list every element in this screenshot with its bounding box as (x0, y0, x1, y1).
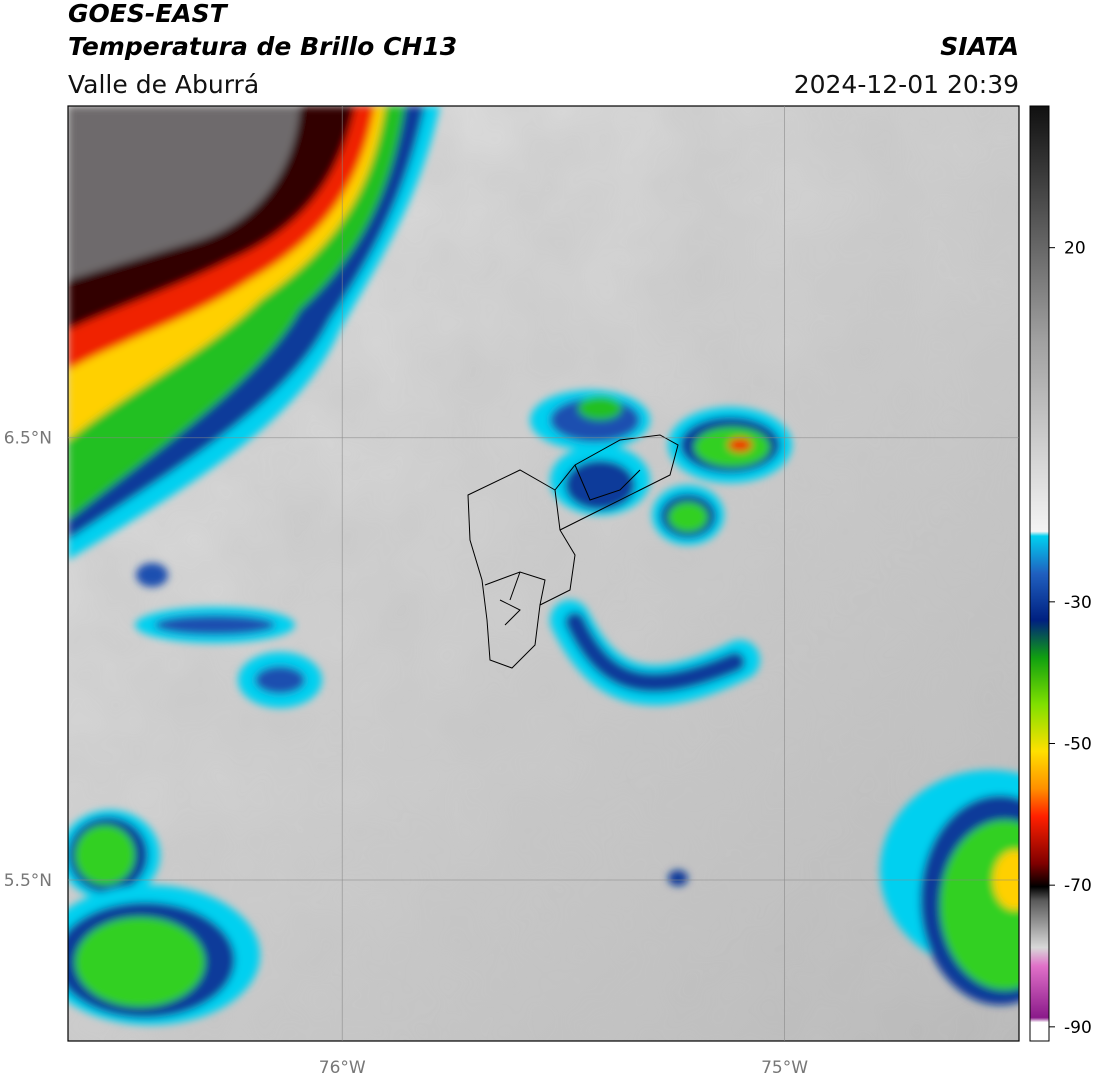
colorbar (1029, 105, 1050, 1042)
colorbar-tick-label: -70 (1064, 876, 1092, 896)
satellite-image (68, 106, 1019, 1041)
source: SIATA (940, 32, 1019, 61)
datetime: 2024-12-01 20:39 (794, 70, 1019, 99)
colorbar-tick-label: -50 (1064, 735, 1092, 755)
region: Valle de Aburrá (68, 70, 259, 99)
colorbar-tick-label: -90 (1064, 1018, 1092, 1038)
x-tick-label: 75°W (761, 1058, 808, 1078)
y-tick-label: 6.5°N (4, 429, 52, 449)
colorbar-tick-label: 20 (1064, 239, 1086, 259)
map-frame (67, 105, 1020, 1042)
colorbar-tick-label: -30 (1064, 593, 1092, 613)
x-tick-label: 76°W (319, 1058, 366, 1078)
y-tick-label: 5.5°N (4, 871, 52, 891)
title-satellite: GOES-EAST (68, 0, 229, 28)
title-product: Temperatura de Brillo CH13 (68, 32, 457, 61)
